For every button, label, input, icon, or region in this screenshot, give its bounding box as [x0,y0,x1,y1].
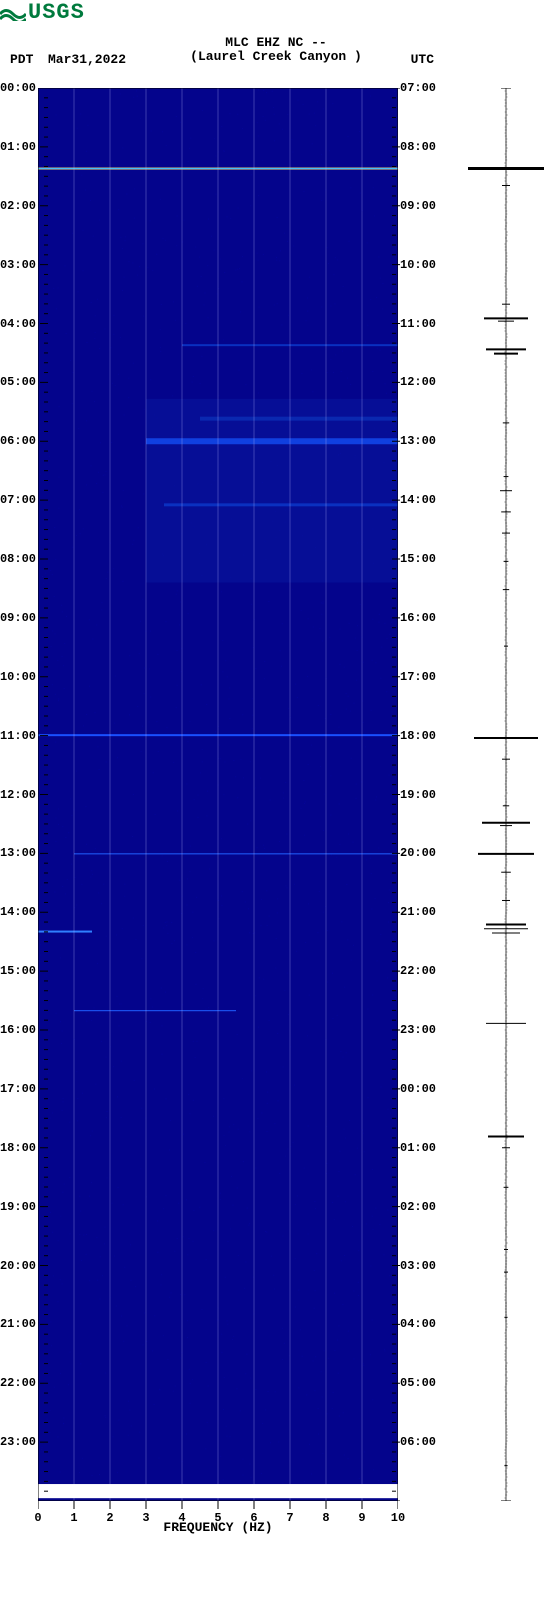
y-tick-label: 12:00 [400,375,436,389]
y-tick-label: 04:00 [400,1317,436,1331]
x-axis-label: FREQUENCY (HZ) [38,1520,398,1535]
y-tick-label: 15:00 [400,552,436,566]
y-tick-label: 01:00 [0,140,36,154]
spectrogram-canvas [38,88,398,1501]
y-tick-label: 13:00 [0,846,36,860]
y-tick-label: 10:00 [400,258,436,272]
y-tick-label: 02:00 [400,1200,436,1214]
y-tick-label: 07:00 [400,81,436,95]
y-tick-label: 00:00 [0,81,36,95]
y-tick-label: 11:00 [0,729,36,743]
y-tick-label: 06:00 [0,434,36,448]
y-tick-label: 14:00 [0,905,36,919]
y-tick-label: 20:00 [400,846,436,860]
y-tick-label: 05:00 [400,1376,436,1390]
y-tick-label: 19:00 [400,788,436,802]
y-tick-label: 20:00 [0,1259,36,1273]
usgs-logo: USGS [0,0,85,25]
tz-label-right: UTC [411,52,434,67]
y-tick-label: 19:00 [0,1200,36,1214]
y-tick-label: 16:00 [400,611,436,625]
spectrogram-plot [38,88,398,1501]
y-tick-label: 04:00 [0,317,36,331]
y-tick-label: 13:00 [400,434,436,448]
tz-label-left: PDT [10,52,33,67]
y-tick-label: 12:00 [0,788,36,802]
amplitude-canvas [466,88,546,1501]
usgs-wave-icon [0,3,26,21]
y-tick-label: 16:00 [0,1023,36,1037]
y-tick-label: 22:00 [400,964,436,978]
y-tick-label: 21:00 [0,1317,36,1331]
y-tick-label: 23:00 [0,1435,36,1449]
y-tick-label: 09:00 [400,199,436,213]
y-tick-label: 17:00 [0,1082,36,1096]
y-tick-label: 18:00 [0,1141,36,1155]
y-tick-label: 02:00 [0,199,36,213]
y-tick-label: 22:00 [0,1376,36,1390]
y-tick-label: 15:00 [0,964,36,978]
y-tick-label: 23:00 [400,1023,436,1037]
date-label: Mar31,2022 [48,52,126,67]
y-tick-label: 03:00 [400,1259,436,1273]
y-tick-label: 00:00 [400,1082,436,1096]
amplitude-strip [466,88,546,1501]
y-tick-label: 08:00 [0,552,36,566]
y-tick-label: 09:00 [0,611,36,625]
y-tick-label: 14:00 [400,493,436,507]
y-tick-label: 18:00 [400,729,436,743]
station-code: MLC EHZ NC -- [0,36,552,50]
y-tick-label: 21:00 [400,905,436,919]
y-tick-label: 03:00 [0,258,36,272]
y-axis-left: 00:0001:0002:0003:0004:0005:0006:0007:00… [0,88,40,1501]
y-tick-label: 06:00 [400,1435,436,1449]
y-tick-label: 01:00 [400,1141,436,1155]
y-tick-label: 10:00 [0,670,36,684]
y-tick-label: 05:00 [0,375,36,389]
y-tick-label: 17:00 [400,670,436,684]
y-tick-label: 08:00 [400,140,436,154]
y-tick-label: 07:00 [0,493,36,507]
usgs-logo-text: USGS [28,0,85,25]
y-tick-label: 11:00 [400,317,436,331]
y-axis-right: 07:0008:0009:0010:0011:0012:0013:0014:00… [400,88,440,1501]
